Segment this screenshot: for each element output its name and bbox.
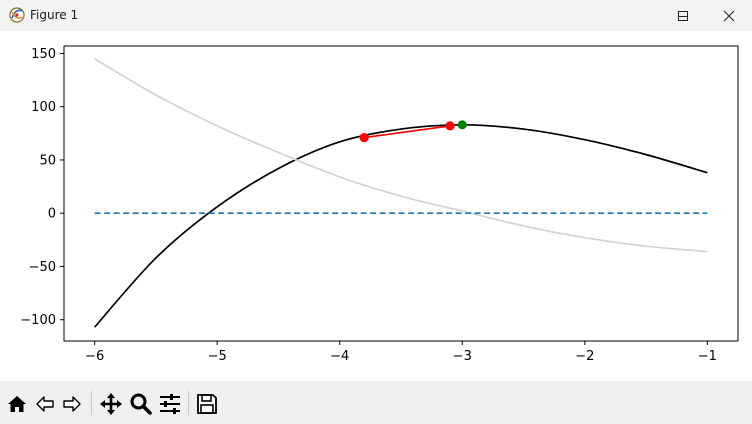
x-tick-label: −2 (575, 349, 594, 364)
toolbar-separator (91, 391, 92, 415)
title-bar: Figure 1 (0, 0, 752, 31)
figure-canvas[interactable]: −6 −5 −4 −3 −2 −1 −100 −50 0 50 100 150 (0, 31, 752, 381)
forward-icon (63, 396, 81, 412)
app-icon (9, 7, 25, 23)
y-tick-label: 150 (31, 47, 56, 62)
zoom-button[interactable] (128, 391, 154, 417)
minimize-button[interactable] (660, 0, 706, 31)
x-tick-label: −3 (453, 349, 472, 364)
x-tick-label: −1 (698, 349, 717, 364)
series-line-0 (93, 123, 708, 328)
data-point-4-0 (457, 120, 467, 130)
data-point-3-0 (359, 132, 369, 143)
configure-subplots-icon (160, 394, 180, 414)
data-point-3-1 (445, 121, 455, 131)
y-tick-label: 50 (39, 153, 56, 168)
close-button[interactable] (706, 0, 752, 31)
y-tick-label: −50 (29, 260, 56, 275)
maximize-button[interactable] (660, 0, 706, 31)
y-tick-label: 0 (48, 207, 56, 222)
save-icon (197, 394, 217, 414)
forward-button[interactable] (59, 391, 85, 417)
close-icon (723, 10, 735, 21)
x-tick-label: −4 (330, 349, 349, 364)
pan-icon (100, 393, 122, 415)
back-button[interactable] (32, 391, 58, 417)
toolbar-separator (188, 391, 189, 415)
home-button[interactable] (4, 391, 30, 417)
y-tick-label: −100 (20, 313, 56, 328)
home-icon (8, 396, 26, 412)
maximize-icon (678, 10, 688, 21)
navigation-toolbar (0, 381, 752, 424)
configure-subplots-button[interactable] (157, 391, 183, 417)
axes-frame (63, 45, 739, 342)
zoom-icon (130, 393, 152, 415)
save-button[interactable] (194, 391, 220, 417)
pan-button[interactable] (98, 391, 124, 417)
window-title: Figure 1 (30, 8, 79, 22)
series-line-3 (364, 125, 451, 139)
y-tick-label: 100 (31, 100, 56, 115)
x-tick-label: −6 (85, 349, 104, 364)
series-line-1 (94, 58, 708, 253)
chart: −6 −5 −4 −3 −2 −1 −100 −50 0 50 100 150 (20, 45, 739, 364)
x-tick-label: −5 (208, 349, 227, 364)
minimize-icon (678, 15, 688, 17)
back-icon (36, 396, 54, 412)
